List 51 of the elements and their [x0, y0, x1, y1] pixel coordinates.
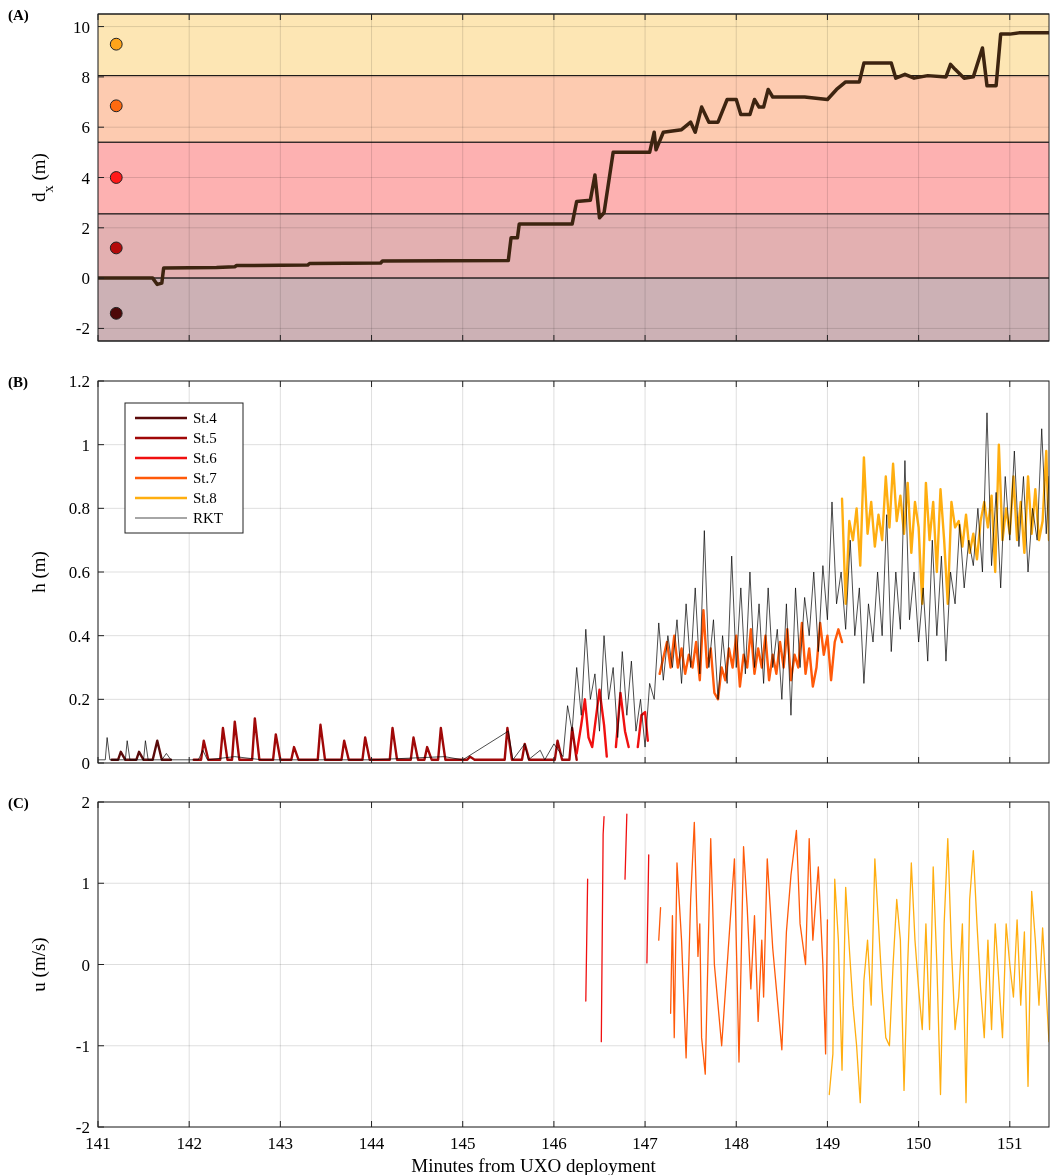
y-tick-label: 0: [81, 955, 90, 975]
y-tick-label: 2: [81, 793, 90, 812]
y-tick-label: -2: [75, 319, 90, 339]
legend-label: RKT: [193, 510, 223, 526]
y-tick-label: 8: [81, 67, 90, 87]
y-tick-label: 0: [81, 269, 90, 289]
x-tick-label: 141: [85, 1134, 111, 1153]
y-tick-label: 4: [81, 168, 91, 188]
y-tick-label: 0.4: [68, 626, 91, 646]
x-tick-label: 147: [632, 1134, 659, 1153]
legend-label: St.4: [193, 410, 218, 426]
y-tick-label: 6: [81, 118, 90, 138]
x-tick-label: 151: [997, 1134, 1023, 1153]
legend-label: St.5: [193, 430, 217, 446]
x-tick-label: 145: [449, 1134, 476, 1153]
y-tick-label: 2: [81, 218, 90, 238]
y-tick-label: 0.2: [68, 690, 90, 710]
x-tick-label: 150: [905, 1134, 932, 1153]
y-tick-label: 0.6: [68, 563, 90, 582]
x-tick-label: 149: [814, 1134, 841, 1153]
chart-title: (A): [8, 7, 29, 24]
chart-title: (C): [8, 795, 29, 812]
point: [109, 171, 123, 184]
y-tick-label: -2: [75, 1118, 90, 1137]
line-series: [840, 443, 1049, 606]
line-series: [192, 717, 578, 762]
y-axis-title: h (m): [28, 551, 50, 593]
x-tick-label: 144: [358, 1134, 385, 1153]
point: [109, 99, 123, 113]
line-series: [828, 837, 1049, 1104]
point: [109, 37, 123, 51]
y-tick-label: 1: [81, 435, 90, 455]
chart-title: (B): [8, 374, 28, 391]
legend-label: St.6: [193, 450, 218, 466]
line-series: [98, 31, 1049, 287]
x-tick-label: 146: [541, 1134, 567, 1153]
y-tick-label: 1.2: [68, 372, 90, 391]
x-tick-label: 143: [267, 1134, 294, 1153]
line-series: [658, 609, 844, 701]
x-tick-label: 142: [176, 1134, 202, 1153]
point: [109, 306, 123, 320]
y-tick-label: 10: [73, 17, 90, 37]
y-tick-label: -1: [75, 1036, 90, 1056]
legend-label: St.7: [193, 470, 218, 486]
y-tick-label: 1: [81, 874, 90, 894]
x-tick-label: 148: [723, 1134, 750, 1153]
y-axis-title: u (m/s): [28, 937, 50, 992]
legend-label: St.8: [193, 490, 217, 506]
point: [109, 241, 123, 255]
y-tick-label: 0.8: [68, 499, 90, 519]
y-tick-label: 0: [81, 754, 90, 773]
